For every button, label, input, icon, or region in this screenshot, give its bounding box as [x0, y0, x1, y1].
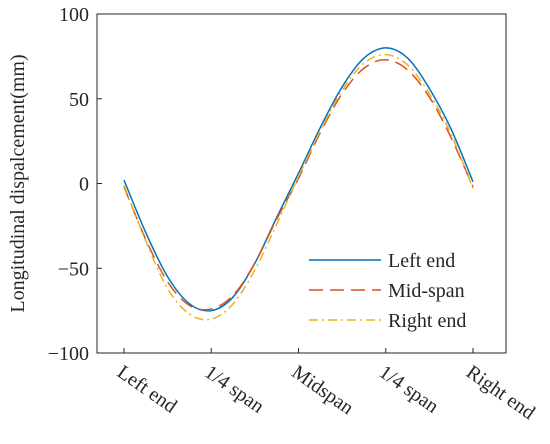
- x-tick-label: 1/4 span: [375, 361, 443, 418]
- x-tick-label: Right end: [462, 361, 539, 424]
- y-tick-label: −50: [58, 258, 89, 280]
- legend-label: Right end: [388, 310, 466, 332]
- legend: Left end Mid-span Right end: [301, 240, 501, 343]
- x-tick-label: Left end: [113, 361, 181, 418]
- x-tick-label: 1/4 span: [200, 361, 268, 418]
- y-tick-label: −100: [48, 343, 89, 365]
- y-tick-label: 0: [79, 174, 89, 196]
- legend-label: Mid-span: [388, 280, 465, 302]
- series-layer: [123, 47, 474, 321]
- x-axis-ticks: Left end 1/4 span Midspan 1/4 span Right end: [113, 348, 539, 424]
- y-axis-label: Longitudinal dispalcement(mm): [7, 54, 29, 312]
- y-axis-ticks: −100 −50 0 50 100: [48, 4, 102, 365]
- y-tick-label: 100: [59, 4, 89, 26]
- x-tick-label: Midspan: [288, 361, 358, 419]
- legend-label: Left end: [388, 250, 455, 272]
- legend-box: [301, 240, 501, 343]
- y-tick-label: 50: [69, 89, 89, 111]
- series-line-1: [123, 47, 474, 312]
- legend-items: Left end Mid-span Right end: [309, 250, 466, 332]
- series-line-3: [123, 53, 474, 321]
